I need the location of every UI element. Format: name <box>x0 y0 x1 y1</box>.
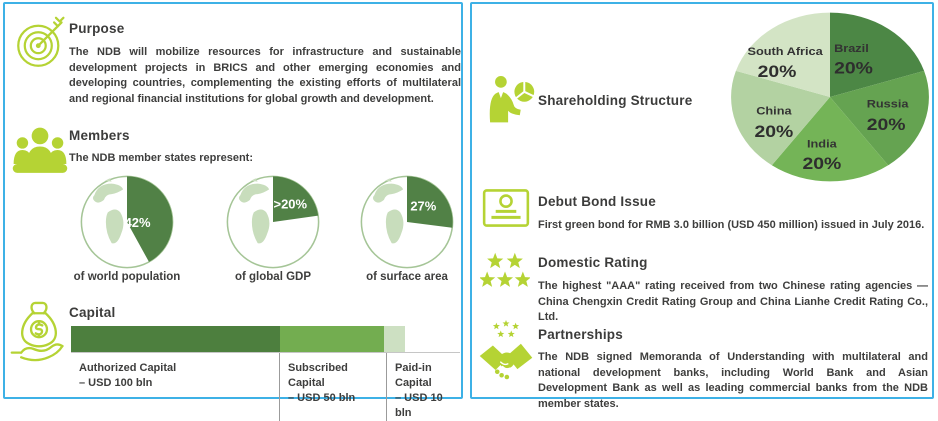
surface-share-value: 27% <box>410 198 436 213</box>
capital-bar-chart <box>71 326 405 352</box>
rating-title: Domestic Rating <box>538 255 648 270</box>
pie-label-china: China <box>756 104 792 117</box>
rating-body: The highest "AAA" rating received from t… <box>538 280 928 323</box>
paidin-capital-amount: – USD 10 bln <box>395 392 443 419</box>
surface-globe-chart: 27% <box>359 174 455 275</box>
authorized-capital-name: Authorized Capital <box>79 362 177 374</box>
capital-title: Capital <box>69 305 116 320</box>
gdp-globe-label: of global GDP <box>234 271 312 283</box>
population-globe-label: of world population <box>73 271 181 283</box>
pie-value-brazil: 20% <box>834 59 873 77</box>
ndb-infographic: { "left": { "purpose": { "title": "Purpo… <box>3 2 934 421</box>
purpose-title: Purpose <box>69 21 125 36</box>
population-share-value: 42% <box>125 215 151 230</box>
paidin-capital-segment <box>384 326 405 352</box>
members-icon <box>11 124 69 181</box>
pie-value-south-africa: 20% <box>758 62 797 80</box>
paidin-capital-label: Paid-in Capital – USD 10 bln <box>386 353 460 421</box>
pie-label-russia: Russia <box>867 97 909 110</box>
rating-stars-icon <box>479 250 531 299</box>
pie-value-russia: 20% <box>867 115 906 133</box>
pie-label-india: India <box>807 137 837 150</box>
left-panel: Purpose The NDB will mobilize resources … <box>3 2 463 421</box>
subscribed-capital-amount: – USD 50 bln <box>288 392 356 404</box>
surface-globe-label: of surface area <box>366 271 448 283</box>
shareholding-pie-chart: Brazil 20% Russia 20% India 20% China 20… <box>728 10 932 189</box>
population-globe-chart: 42% <box>79 174 175 275</box>
bond-certificate-icon <box>482 188 530 233</box>
bond-title: Debut Bond Issue <box>538 194 656 209</box>
subscribed-capital-segment <box>279 326 385 352</box>
authorized-capital-amount: – USD 100 bln <box>79 377 153 389</box>
authorized-capital-label: Authorized Capital – USD 100 bln <box>71 353 279 421</box>
authorized-capital-segment <box>71 326 280 352</box>
members-subtitle: The NDB member states represent: <box>69 152 254 164</box>
pie-label-brazil: Brazil <box>834 42 869 55</box>
gdp-share-value: >20% <box>274 197 308 212</box>
pie-value-india: 20% <box>802 155 841 173</box>
partnerships-body: The NDB signed Memoranda of Understandin… <box>538 351 928 410</box>
subscribed-capital-name: Subscribed Capital <box>288 362 348 389</box>
subscribed-capital-label: Subscribed Capital – USD 50 bln <box>279 353 386 421</box>
partnerships-title: Partnerships <box>538 327 623 342</box>
pie-value-china: 20% <box>755 122 794 140</box>
handshake-icon <box>478 318 534 399</box>
target-icon <box>15 14 69 75</box>
gdp-globe-chart: >20% <box>225 174 321 275</box>
money-bag-hand-icon <box>9 300 69 369</box>
right-panel: Brazil 20% Russia 20% India 20% China 20… <box>470 2 934 410</box>
capital-labels: Authorized Capital – USD 100 bln Subscri… <box>71 352 460 421</box>
person-pie-icon <box>482 72 536 131</box>
purpose-body: The NDB will mobilize resources for infr… <box>69 46 461 105</box>
bond-body: First green bond for RMB 3.0 billion (US… <box>538 219 925 231</box>
paidin-capital-name: Paid-in Capital <box>395 362 432 389</box>
shareholding-title: Shareholding Structure <box>538 93 693 108</box>
members-title: Members <box>69 128 130 143</box>
pie-label-south-africa: South Africa <box>748 45 824 58</box>
